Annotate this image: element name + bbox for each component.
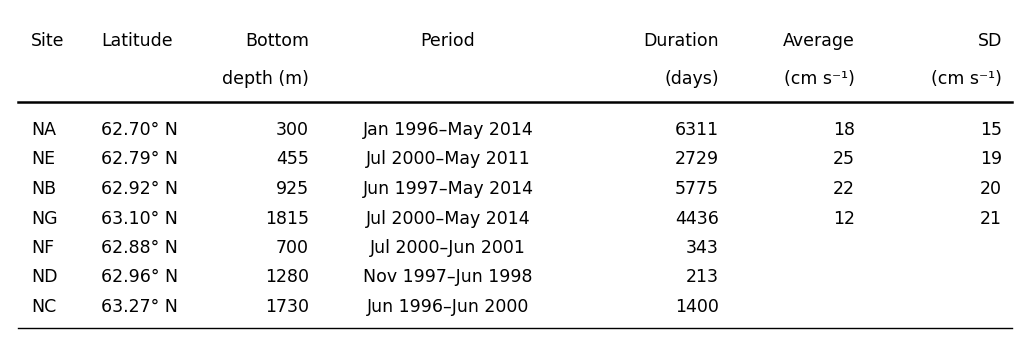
- Text: Jun 1997–May 2014: Jun 1997–May 2014: [363, 180, 534, 198]
- Text: 213: 213: [686, 269, 719, 287]
- Text: Jul 2000–Jun 2001: Jul 2000–Jun 2001: [370, 239, 526, 257]
- Text: depth (m): depth (m): [222, 70, 309, 88]
- Text: 62.79° N: 62.79° N: [101, 151, 178, 169]
- Text: Site: Site: [31, 32, 65, 50]
- Text: 1730: 1730: [265, 298, 309, 316]
- Text: 1815: 1815: [265, 209, 309, 227]
- Text: Jan 1996–May 2014: Jan 1996–May 2014: [363, 121, 534, 139]
- Text: ND: ND: [31, 269, 58, 287]
- Text: Jun 1996–Jun 2000: Jun 1996–Jun 2000: [367, 298, 529, 316]
- Text: Nov 1997–Jun 1998: Nov 1997–Jun 1998: [364, 269, 533, 287]
- Text: 15: 15: [981, 121, 1002, 139]
- Text: NG: NG: [31, 209, 58, 227]
- Text: 5775: 5775: [675, 180, 719, 198]
- Text: 20: 20: [981, 180, 1002, 198]
- Text: (days): (days): [664, 70, 719, 88]
- Text: 19: 19: [981, 151, 1002, 169]
- Text: 63.10° N: 63.10° N: [101, 209, 178, 227]
- Text: 63.27° N: 63.27° N: [101, 298, 178, 316]
- Text: Period: Period: [420, 32, 476, 50]
- Text: NC: NC: [31, 298, 57, 316]
- Text: NA: NA: [31, 121, 56, 139]
- Text: 4436: 4436: [675, 209, 719, 227]
- Text: 700: 700: [276, 239, 309, 257]
- Text: Bottom: Bottom: [245, 32, 309, 50]
- Text: Jul 2000–May 2011: Jul 2000–May 2011: [366, 151, 530, 169]
- Text: NB: NB: [31, 180, 56, 198]
- Text: 455: 455: [276, 151, 309, 169]
- Text: 12: 12: [833, 209, 855, 227]
- Text: 925: 925: [276, 180, 309, 198]
- Text: NF: NF: [31, 239, 54, 257]
- Text: Jul 2000–May 2014: Jul 2000–May 2014: [366, 209, 530, 227]
- Text: Latitude: Latitude: [101, 32, 173, 50]
- Text: 22: 22: [833, 180, 855, 198]
- Text: 62.70° N: 62.70° N: [101, 121, 178, 139]
- Text: 62.92° N: 62.92° N: [101, 180, 178, 198]
- Text: 1280: 1280: [265, 269, 309, 287]
- Text: Duration: Duration: [644, 32, 719, 50]
- Text: 18: 18: [833, 121, 855, 139]
- Text: 25: 25: [833, 151, 855, 169]
- Text: 62.88° N: 62.88° N: [101, 239, 178, 257]
- Text: 62.96° N: 62.96° N: [101, 269, 178, 287]
- Text: 1400: 1400: [675, 298, 719, 316]
- Text: 21: 21: [981, 209, 1002, 227]
- Text: 343: 343: [686, 239, 719, 257]
- Text: SD: SD: [977, 32, 1002, 50]
- Text: 6311: 6311: [675, 121, 719, 139]
- Text: Average: Average: [783, 32, 855, 50]
- Text: 300: 300: [276, 121, 309, 139]
- Text: 2729: 2729: [675, 151, 719, 169]
- Text: (cm s⁻¹): (cm s⁻¹): [784, 70, 855, 88]
- Text: (cm s⁻¹): (cm s⁻¹): [931, 70, 1002, 88]
- Text: NE: NE: [31, 151, 55, 169]
